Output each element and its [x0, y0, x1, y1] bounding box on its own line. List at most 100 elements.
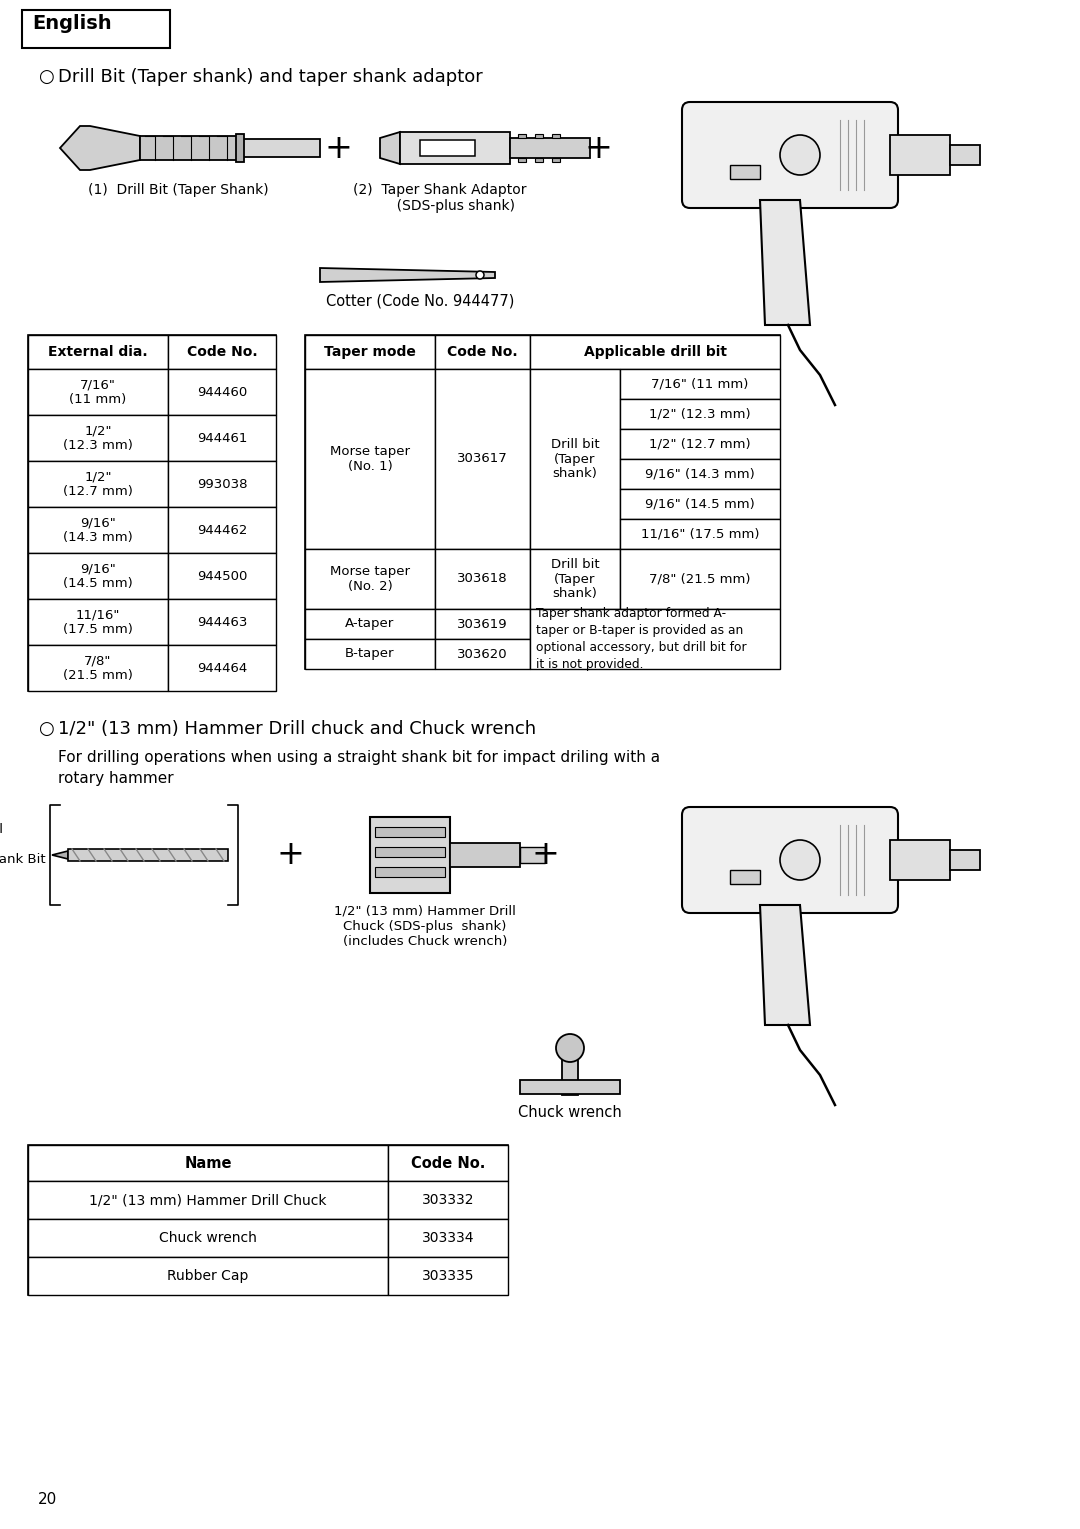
- Bar: [530, 335, 780, 368]
- Bar: [435, 609, 530, 639]
- Bar: [535, 135, 543, 138]
- Bar: [375, 867, 445, 878]
- Bar: [620, 549, 780, 609]
- Text: 944464: 944464: [197, 662, 247, 674]
- Bar: [68, 849, 228, 861]
- Text: Code No.: Code No.: [187, 346, 257, 359]
- Text: Chuck wrench: Chuck wrench: [518, 1105, 622, 1121]
- Bar: [305, 368, 435, 549]
- Text: 303618: 303618: [457, 572, 508, 586]
- Text: 303332: 303332: [422, 1193, 474, 1206]
- Polygon shape: [320, 268, 495, 281]
- Text: For drilling operations when using a straight shank bit for impact driling with : For drilling operations when using a str…: [58, 751, 660, 786]
- Bar: [620, 368, 780, 399]
- Text: 7/8"
(21.5 mm): 7/8" (21.5 mm): [63, 654, 133, 682]
- Bar: [552, 135, 561, 138]
- Text: Code No.: Code No.: [410, 1156, 485, 1171]
- Text: 1/2" (12.3 mm): 1/2" (12.3 mm): [649, 408, 751, 420]
- Bar: [400, 131, 510, 164]
- Bar: [552, 157, 561, 162]
- Bar: [305, 609, 435, 639]
- Bar: [375, 827, 445, 836]
- Bar: [168, 368, 276, 414]
- Bar: [730, 870, 760, 884]
- Text: 303334: 303334: [422, 1231, 474, 1245]
- Text: Morse taper
(No. 1): Morse taper (No. 1): [330, 445, 410, 472]
- Bar: [28, 599, 168, 645]
- Bar: [168, 508, 276, 553]
- Text: Code No.: Code No.: [447, 346, 517, 359]
- Bar: [305, 639, 435, 670]
- Text: 1/2"
(12.3 mm): 1/2" (12.3 mm): [63, 424, 133, 453]
- Bar: [388, 1180, 508, 1219]
- Bar: [620, 399, 780, 430]
- Text: Chuck wrench: Chuck wrench: [159, 1231, 257, 1245]
- Text: English: English: [32, 14, 111, 34]
- Bar: [168, 645, 276, 691]
- Text: +: +: [584, 131, 612, 165]
- Bar: [375, 847, 445, 856]
- Bar: [28, 414, 168, 462]
- Bar: [28, 462, 168, 508]
- Polygon shape: [760, 905, 810, 1024]
- Text: ○: ○: [38, 720, 54, 739]
- Bar: [890, 135, 950, 174]
- Circle shape: [780, 839, 820, 881]
- Bar: [620, 489, 780, 518]
- Bar: [388, 1257, 508, 1295]
- Bar: [168, 599, 276, 645]
- Text: Taper mode: Taper mode: [324, 346, 416, 359]
- Text: 9/16" (14.3 mm): 9/16" (14.3 mm): [645, 468, 755, 480]
- Bar: [530, 368, 620, 549]
- Text: (1)  Drill Bit (Taper Shank): (1) Drill Bit (Taper Shank): [87, 183, 268, 197]
- Bar: [140, 136, 240, 161]
- Text: 944500: 944500: [197, 569, 247, 583]
- Bar: [890, 839, 950, 881]
- Text: Name: Name: [185, 1156, 232, 1171]
- Bar: [510, 138, 590, 157]
- Text: 1/2"
(12.7 mm): 1/2" (12.7 mm): [63, 469, 133, 498]
- Circle shape: [780, 135, 820, 174]
- Bar: [435, 335, 530, 368]
- Bar: [620, 430, 780, 459]
- Text: 1/2" (13 mm) Hammer Drill chuck and Chuck wrench: 1/2" (13 mm) Hammer Drill chuck and Chuc…: [58, 720, 536, 739]
- Text: 303620: 303620: [457, 647, 508, 661]
- Bar: [22, 11, 170, 47]
- Bar: [370, 816, 450, 893]
- Bar: [388, 1145, 508, 1180]
- Text: Drill bit
(Taper
shank): Drill bit (Taper shank): [551, 437, 599, 480]
- Bar: [530, 609, 780, 670]
- Circle shape: [476, 271, 484, 278]
- Bar: [388, 1219, 508, 1257]
- Circle shape: [556, 1034, 584, 1063]
- Text: 1/2" (12.7 mm): 1/2" (12.7 mm): [649, 437, 751, 451]
- Text: Morse taper
(No. 2): Morse taper (No. 2): [330, 566, 410, 593]
- Bar: [435, 639, 530, 670]
- Text: 20: 20: [38, 1492, 57, 1508]
- Bar: [305, 335, 780, 670]
- Bar: [28, 1145, 388, 1180]
- Text: A-taper: A-taper: [346, 618, 394, 630]
- Bar: [168, 462, 276, 508]
- Text: +: +: [324, 131, 352, 165]
- Bar: [28, 1257, 388, 1295]
- Bar: [519, 1079, 620, 1095]
- Text: Taper shank adaptor formed A-
taper or B-taper is provided as an
optional access: Taper shank adaptor formed A- taper or B…: [536, 607, 746, 671]
- Polygon shape: [60, 125, 140, 170]
- Text: Drill Bit (Taper shank) and taper shank adaptor: Drill Bit (Taper shank) and taper shank …: [58, 67, 483, 86]
- Text: 944460: 944460: [197, 385, 247, 399]
- Polygon shape: [380, 131, 400, 164]
- Polygon shape: [760, 200, 810, 326]
- Bar: [450, 842, 519, 867]
- Bar: [950, 145, 980, 165]
- Text: Cotter (Code No. 944477): Cotter (Code No. 944477): [326, 294, 514, 307]
- Text: Applicable drill bit: Applicable drill bit: [583, 346, 727, 359]
- Text: Drill bit
(Taper
shank): Drill bit (Taper shank): [551, 558, 599, 601]
- Bar: [305, 335, 435, 368]
- Text: 11/16" (17.5 mm): 11/16" (17.5 mm): [640, 528, 759, 540]
- Bar: [28, 1145, 508, 1295]
- Bar: [305, 549, 435, 609]
- Bar: [28, 368, 168, 414]
- Text: Impact Drill
Application
Straight shank Bit: Impact Drill Application Straight shank …: [0, 824, 46, 867]
- Bar: [620, 459, 780, 489]
